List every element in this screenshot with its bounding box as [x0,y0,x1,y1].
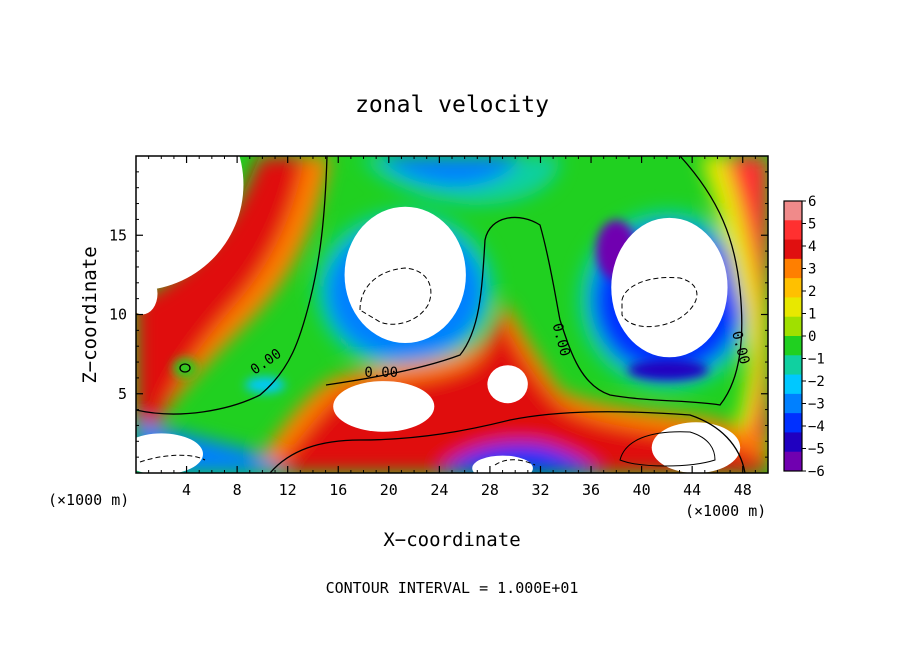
contour-label-1: 0.00 [364,365,398,381]
colorbar-tick-label: 1 [808,307,816,323]
x-tick-label-28: 28 [481,481,499,499]
x-tick-label-32: 32 [531,481,549,499]
colorbar-tick-label: 3 [808,262,816,278]
colorbar-segment-9 [784,374,802,395]
contour-lines [136,156,746,473]
x-tick-label-36: 36 [582,481,600,499]
out-of-range-region-1 [136,273,158,315]
colorbar-tick-label: −3 [808,397,825,413]
y-tick-label-15: 15 [109,226,127,244]
colorbar-segment-12 [784,432,802,453]
colorbar-tick-label: 4 [808,239,816,255]
colorbar-tick-label: −5 [808,442,825,458]
colorbar-segment-0 [784,201,802,221]
colorbar-segment-11 [784,413,802,433]
out-of-range-region-3 [333,381,435,432]
colorbar-tick-label: 6 [808,194,816,210]
colorbar-segment-4 [784,278,802,298]
colorbar-segment-1 [784,220,802,241]
y-axis: 5 10 15 [109,171,768,458]
colorbar-tick-label: −1 [808,352,825,368]
colorbar-tick-label: 5 [808,217,816,233]
out-of-range-region-6 [651,422,741,473]
x-unit-left: (×1000 m) [48,491,129,509]
x-tick-label-24: 24 [430,481,448,499]
colorbar-segment-3 [784,258,802,279]
out-of-range-region-7 [136,433,203,473]
colorbar-segment-10 [784,393,802,414]
colorbar-segment-7 [784,336,802,356]
x-axis: 4 8 12 16 20 24 28 32 36 40 44 48 [148,156,756,499]
y-tick-label-10: 10 [109,306,127,324]
colorbar-segment-8 [784,355,802,376]
x-unit-right: (×1000 m) [685,502,766,520]
x-tick-label-20: 20 [380,481,398,499]
y-tick-label-5: 5 [118,385,127,403]
x-tick-label-8: 8 [233,481,242,499]
x-tick-label-4: 4 [182,481,191,499]
velocity-field: 0.00 0.000.00 0.00 [136,156,768,473]
contour-interval-note: CONTOUR INTERVAL = 1.000E+01 [326,579,579,597]
x-tick-label-16: 16 [329,481,347,499]
x-tick-label-12: 12 [279,481,297,499]
out-of-range-region-4 [487,365,528,404]
x-tick-label-48: 48 [734,481,752,499]
colorbar-segment-6 [784,316,802,337]
colorbar-tick-label: 2 [808,284,816,300]
x-axis-label: X−coordinate [383,529,520,551]
colorbar: 6 5 4 3 2 1 0 −1 −2 −3 −4 −5 −6 [783,194,825,480]
y-axis-label: Z−coordinate [79,246,101,383]
colorbar-tick-label: 0 [808,329,816,345]
colorbar-tick-label: −2 [808,374,825,390]
x-tick-label-44: 44 [683,481,701,499]
out-of-range-region-8 [472,455,533,473]
x-tick-label-40: 40 [633,481,651,499]
chart-title: zonal velocity [355,92,549,118]
out-of-range-region-2 [344,206,466,344]
out-of-range-region-5 [611,217,728,358]
out-of-range-region-0 [136,156,244,291]
out-of-range-regions [136,156,741,473]
negative-contours [139,267,698,466]
colorbar-tick-label: −4 [808,419,825,435]
colorbar-segment-5 [784,297,802,318]
colorbar-tick-label: −6 [808,464,825,480]
colorbar-segment-13 [784,451,802,472]
colorbar-segment-2 [784,239,802,260]
